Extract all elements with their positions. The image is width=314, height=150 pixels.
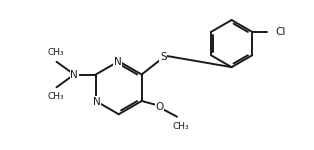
Text: N: N bbox=[114, 57, 122, 67]
Text: CH₃: CH₃ bbox=[47, 92, 64, 101]
Text: O: O bbox=[155, 102, 164, 112]
Text: N: N bbox=[93, 97, 100, 107]
Text: S: S bbox=[160, 52, 166, 62]
Text: Cl: Cl bbox=[276, 27, 286, 37]
Text: N: N bbox=[70, 69, 78, 80]
Text: CH₃: CH₃ bbox=[47, 48, 64, 57]
Text: CH₃: CH₃ bbox=[173, 122, 189, 131]
